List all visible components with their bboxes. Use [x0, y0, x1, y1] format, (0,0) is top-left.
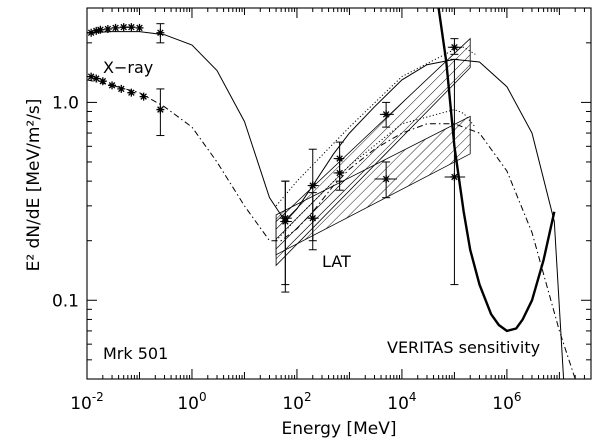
x-tick-label: 10-2	[70, 390, 104, 414]
x-tick-label: 106	[492, 390, 521, 414]
data-point-3-8	[156, 28, 165, 37]
y-tick-label: 0.1	[52, 291, 79, 311]
y-tick-label: 1.0	[52, 93, 79, 113]
data-point-3-4	[111, 23, 120, 32]
plot-frame	[86, 7, 592, 380]
data-point-6-4	[450, 172, 459, 181]
data-point-3-7	[135, 23, 144, 32]
data-point-3-0	[87, 28, 96, 37]
data-point-3-1	[92, 26, 101, 35]
xray-label: X−ray	[103, 58, 153, 77]
data-point-5-3	[382, 110, 391, 119]
lat-bowtie-band-8	[275, 115, 471, 256]
data-point-3-5	[119, 23, 128, 32]
data-point-4-7	[156, 105, 165, 114]
x-tick-label: 102	[282, 390, 311, 414]
veritas-label: VERITAS sensitivity	[387, 338, 540, 357]
y-axis-label: E² dN/dE [MeV/m²/s]	[24, 99, 44, 272]
data-point-5-1	[308, 181, 317, 190]
data-point-5-4	[450, 43, 459, 52]
curve-solid-0	[87, 31, 565, 379]
curve-dotted-10	[275, 109, 476, 242]
data-point-4-5	[127, 88, 136, 97]
x-axis-label: Energy [MeV]	[282, 419, 397, 439]
data-point-4-2	[98, 77, 107, 86]
x-tick-label: 100	[177, 390, 206, 414]
data-point-3-3	[103, 24, 112, 33]
data-point-4-1	[92, 74, 101, 83]
data-point-4-4	[117, 84, 126, 93]
data-point-4-6	[139, 92, 148, 101]
x-tick-label: 104	[387, 390, 416, 414]
source-label: Mrk 501	[103, 344, 168, 363]
data-point-3-6	[127, 23, 136, 32]
data-point-4-0	[87, 72, 96, 81]
data-point-4-3	[108, 81, 117, 90]
data-point-3-2	[96, 25, 105, 34]
curve-dotted-9	[275, 46, 476, 207]
lat-label: LAT	[322, 252, 351, 271]
